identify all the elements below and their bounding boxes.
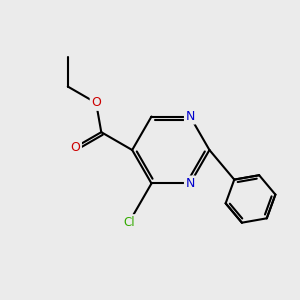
Text: N: N xyxy=(185,177,195,190)
Text: O: O xyxy=(70,140,80,154)
Text: N: N xyxy=(185,110,195,123)
Text: O: O xyxy=(91,96,101,110)
Text: Cl: Cl xyxy=(123,216,135,229)
